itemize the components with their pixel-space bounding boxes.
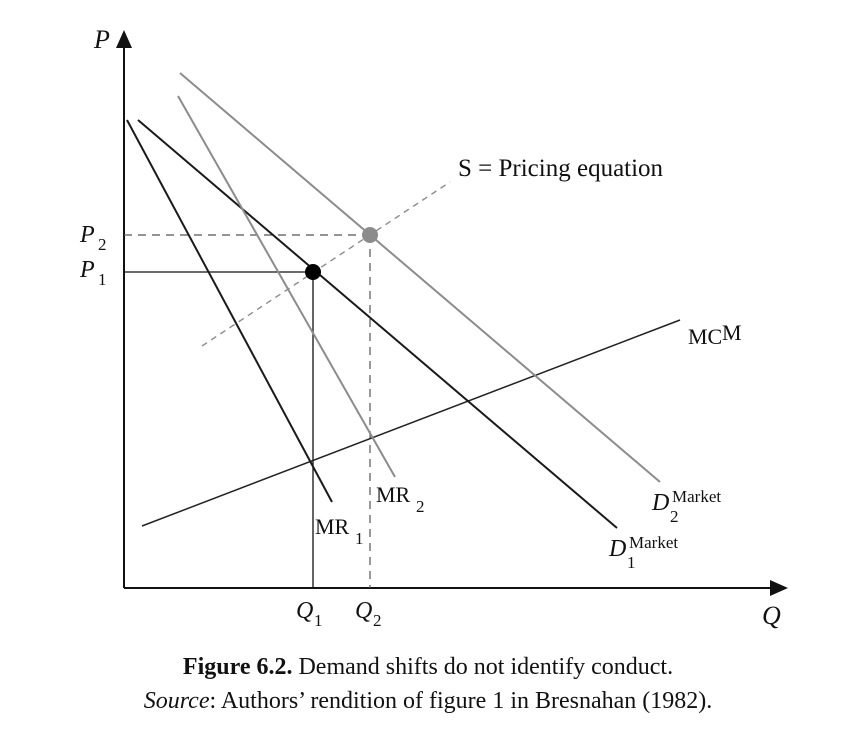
equilibrium-point-2 xyxy=(362,227,378,243)
price-label-p1: P 1 xyxy=(79,257,107,289)
axes: P Q xyxy=(93,25,788,630)
demand-1-label-main: D xyxy=(608,536,626,562)
mr-1-label-main: MR xyxy=(315,514,350,539)
p2-main: P xyxy=(79,222,95,248)
mc-label: MC M xyxy=(688,320,742,349)
pricing-equation-line xyxy=(201,181,451,347)
equilibrium-point-1 xyxy=(305,264,321,280)
mr-1-label-subscript: 1 xyxy=(355,529,364,548)
mc-label-superscript: M xyxy=(722,320,742,345)
quantity-label-q1: Q 1 xyxy=(296,598,323,630)
pricing-equation-label: S = Pricing equation xyxy=(458,155,664,182)
demand-2-label-subscript: 2 xyxy=(670,507,679,526)
mr-1-curve xyxy=(126,119,333,503)
figure-number: Figure 6.2. xyxy=(182,654,293,680)
mr-2-label-main: MR xyxy=(376,482,411,507)
mr-2-label-subscript: 2 xyxy=(416,497,425,516)
x-axis-label: Q xyxy=(762,601,781,630)
figure-source: Source: Authors’ rendition of figure 1 i… xyxy=(0,688,856,715)
demand-2-label-superscript: Market xyxy=(672,487,721,506)
figure-title: Demand shifts do not identify conduct. xyxy=(298,654,674,680)
quantity-label-q2: Q 2 xyxy=(355,598,382,630)
demand-2-label-main: D xyxy=(651,490,669,516)
mr-2-label: MR 2 xyxy=(376,482,425,516)
demand-1-label-subscript: 1 xyxy=(627,553,636,572)
y-axis-arrowhead xyxy=(116,30,132,48)
mc-curve xyxy=(141,319,681,527)
source-text: : Authors’ rendition of figure 1 in Bres… xyxy=(209,688,713,714)
demand-1-curve xyxy=(137,119,618,529)
price-label-p2: P 2 xyxy=(79,222,107,254)
mr-1-label: MR 1 xyxy=(315,514,364,548)
p1-subscript: 1 xyxy=(98,270,107,289)
figure-caption: Figure 6.2. Demand shifts do not identif… xyxy=(0,654,856,681)
q2-subscript: 2 xyxy=(373,611,382,630)
demand-2-curve xyxy=(179,72,661,483)
p1-main: P xyxy=(79,257,95,283)
demand-1-label-superscript: Market xyxy=(629,533,678,552)
p2-subscript: 2 xyxy=(98,235,107,254)
mr-2-curve xyxy=(177,95,396,478)
demand-1-label: D Market 1 xyxy=(608,533,678,572)
demand-2-label: D Market 2 xyxy=(651,487,721,526)
q2-main: Q xyxy=(355,598,372,624)
source-label: Source xyxy=(143,688,210,714)
mc-label-main: MC xyxy=(688,324,722,349)
y-axis-label: P xyxy=(93,25,110,54)
q1-main: Q xyxy=(296,598,313,624)
x-axis-arrowhead xyxy=(770,580,788,596)
q1-subscript: 1 xyxy=(314,611,323,630)
